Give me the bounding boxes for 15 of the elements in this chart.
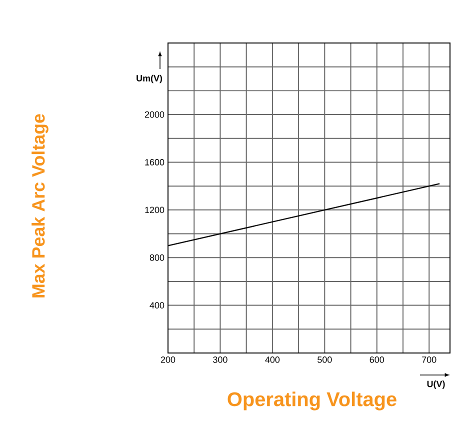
y-tick-label: 2000 xyxy=(144,111,164,118)
x-tick-label: 700 xyxy=(422,356,436,363)
x-tick-label: 300 xyxy=(213,356,228,363)
x-tick-label: 400 xyxy=(265,356,280,363)
y-tick-label: 1200 xyxy=(145,206,164,214)
x-tick-label: 500 xyxy=(318,356,332,363)
text: U(V) xyxy=(427,380,445,389)
y-tick-label: 800 xyxy=(150,254,164,261)
y-tick-label: 1600 xyxy=(145,159,164,166)
x-tick-label: 600 xyxy=(370,356,384,363)
x-axis-title: Operating Voltage xyxy=(228,392,396,410)
x-tick-label: 200 xyxy=(160,356,176,363)
text: Um(V) xyxy=(136,74,162,84)
y-tick-label: 400 xyxy=(150,302,164,308)
text: Max Peak Arc Voltage xyxy=(32,114,48,298)
